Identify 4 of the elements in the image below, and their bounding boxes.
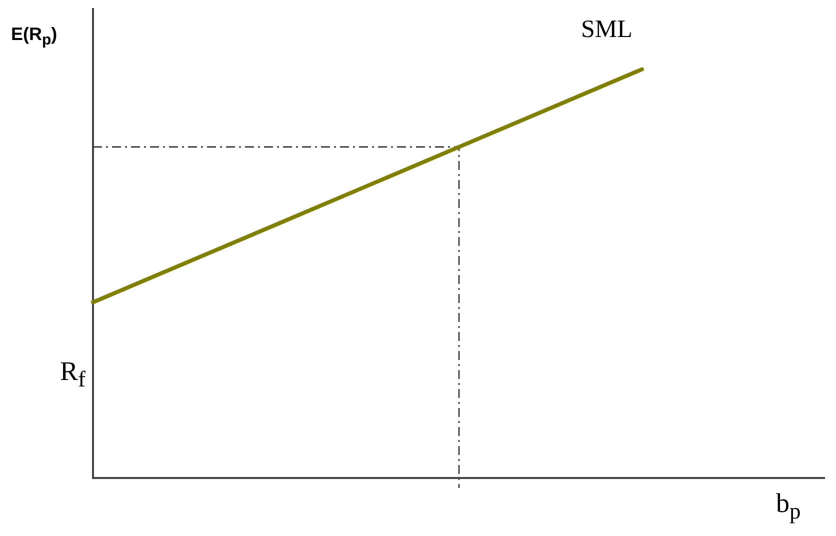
y-axis-title: E(R$_{p}$) <box>11 24 58 49</box>
x-axis-title: b$_{p}$ <box>776 488 801 524</box>
text: R$_{f}$ <box>60 356 86 392</box>
series-label: SML <box>581 16 632 44</box>
